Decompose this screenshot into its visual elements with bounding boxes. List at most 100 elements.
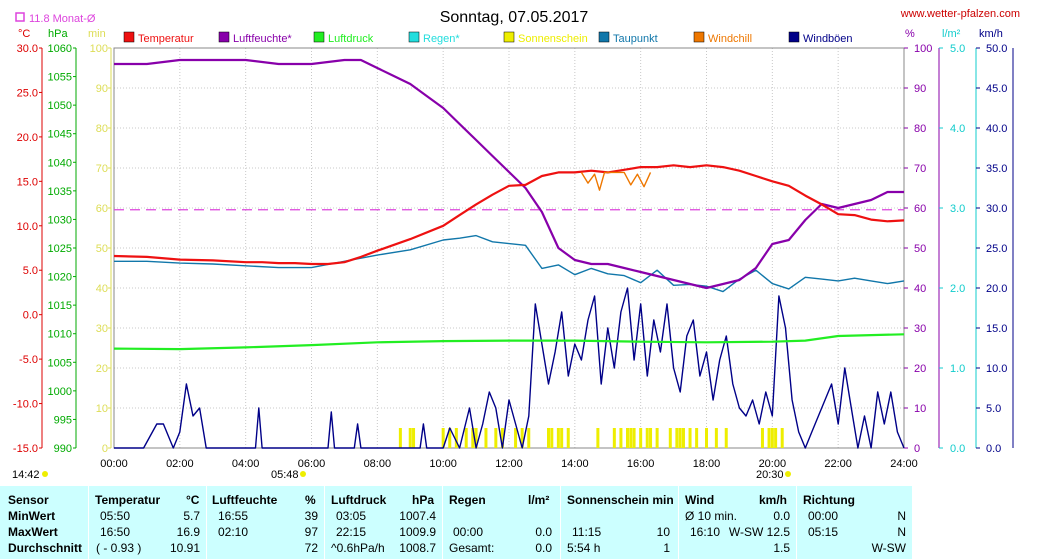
header-rain: Regen [449, 493, 486, 507]
sunshine-bar [448, 428, 452, 448]
sunshine-legend-swatch [503, 31, 515, 43]
x-tick-label: 22:00 [824, 458, 852, 470]
max-press-time: 22:15 [336, 525, 367, 539]
humidity-legend-swatch [218, 31, 230, 43]
max-hum-value: 97 [304, 525, 318, 539]
max-rain-time: 00:00 [453, 525, 484, 539]
pressure-axis-tick-label: 1055 [48, 72, 72, 84]
source-link[interactable]: www.wetter-pfalzen.com [900, 8, 1020, 20]
sunshine-bar [596, 428, 600, 448]
temp-axis-tick-label: 25.0 [17, 87, 38, 99]
sunshine-bar [639, 428, 643, 448]
temperature-legend-label: Temperatur [138, 33, 194, 45]
wind-axis-tick-label: 5.0 [986, 403, 1001, 415]
sun-axis-tick-label: 70 [96, 163, 108, 175]
sunshine-bar [705, 428, 708, 448]
sunshine-bar [767, 428, 771, 448]
header-humidity: Luftfeuchte [212, 493, 278, 507]
sun-axis-tick-label: 30 [96, 323, 108, 335]
sunshine-bar [550, 428, 554, 448]
humidity-axis-unit: % [905, 28, 915, 40]
avg-hum-value: 72 [304, 541, 318, 555]
sunshine-legend-label: Sonnenschein [518, 33, 588, 45]
humidity-axis-tick-label: 0 [914, 443, 920, 455]
column-separator [796, 486, 797, 559]
x-tick-label: 16:00 [627, 458, 655, 470]
x-tick-label: 08:00 [364, 458, 392, 470]
sunshine-bar [408, 428, 412, 448]
sunshine-bar [474, 428, 478, 448]
sun-axis-tick-label: 60 [96, 203, 108, 215]
daylength-start-label: 14:42 [12, 469, 40, 481]
wind-gusts-line [114, 287, 905, 449]
axes: 00:00 02:00 04:00 06:00 08:00 10:00 12:00 14:00… [13, 43, 1014, 470]
column-separator [678, 486, 679, 559]
sunshine-bar [678, 428, 682, 448]
sunshine-bar [668, 428, 672, 448]
sun-axis-tick-label: 90 [96, 83, 108, 95]
legend: Temperatur Luftfeuchte* Luftdruck Regen* Son… [123, 31, 853, 45]
header-temperature-unit: °C [186, 493, 200, 507]
sunshine-bar [527, 428, 531, 448]
max-press-value: 1009.9 [399, 525, 436, 539]
wind-axis-tick-label: 45.0 [986, 83, 1007, 95]
header-sunshine: Sonnenschein min [567, 493, 674, 507]
rain-legend-label: Regen* [423, 33, 460, 45]
sunset-icon [785, 471, 791, 477]
pressure-axis-tick-label: 1000 [48, 386, 72, 398]
humidity-line [114, 58, 904, 290]
sunrise-icon [300, 471, 306, 477]
sunshine-bar [626, 428, 629, 448]
temp-axis-tick-label: 5.0 [23, 265, 38, 277]
max-hum-time: 02:10 [218, 525, 249, 539]
dewpoint-legend-label: Taupunkt [613, 33, 658, 45]
pressure-line [113, 333, 905, 351]
sunshine-bar [560, 428, 564, 448]
wind-axis-tick-label: 25.0 [986, 243, 1007, 255]
pressure-axis-tick-label: 1030 [48, 214, 72, 226]
x-tick-label: 24:00 [890, 458, 918, 470]
sunshine-bar [464, 428, 468, 448]
header-direction: Richtung [803, 493, 855, 507]
wind-axis-tick-label: 30.0 [986, 203, 1007, 215]
sunshine-bar [645, 428, 649, 448]
sunshine-bar [412, 428, 416, 448]
avg-sun-value: 1 [663, 541, 670, 555]
temp-axis-unit: °C [18, 28, 30, 40]
pressure-axis-tick-label: 1045 [48, 129, 72, 141]
sunshine-bar [760, 428, 764, 448]
row-label-min: MinWert [8, 509, 56, 523]
avg-wind-value: 1.5 [773, 541, 790, 555]
sun-axis-tick-label: 20 [96, 363, 108, 375]
sunshine-bar [441, 428, 445, 448]
sunshine-bar [681, 428, 685, 448]
column-separator [324, 486, 325, 559]
sunshine-bar [494, 428, 498, 448]
sunset-label: 20:30 [756, 469, 784, 481]
x-tick-label: 10:00 [429, 458, 457, 470]
humidity-axis-tick-label: 30 [914, 323, 926, 335]
max-dir-time: 05:15 [808, 525, 839, 539]
avg-dir-value: W-SW [871, 541, 906, 555]
daylength-start-icon [42, 471, 48, 477]
pressure-axis-tick-label: 1005 [48, 357, 72, 369]
wind-axis-tick-label: 15.0 [986, 323, 1007, 335]
humidity-axis-tick-label: 40 [914, 283, 926, 295]
humidity-axis-tick-label: 10 [914, 403, 926, 415]
sunshine-bar [714, 428, 718, 448]
max-wind-value: W-SW 12.5 [728, 525, 790, 539]
pressure-axis-unit: hPa [48, 28, 68, 40]
x-tick-label: 06:00 [298, 458, 326, 470]
max-temp-time: 16:50 [100, 525, 131, 539]
sunshine-bar [632, 428, 636, 448]
wind-gusts-legend-label: Windböen [803, 33, 853, 45]
humidity-legend-label: Luftfeuchte* [233, 33, 292, 45]
temp-axis-tick-label: 0.0 [23, 310, 38, 322]
temp-axis-tick-label: 20.0 [17, 132, 38, 144]
min-press-time: 03:05 [336, 509, 367, 523]
column-separator [206, 486, 207, 559]
rain-axis-tick-label: 0.0 [950, 443, 965, 455]
temp-axis-tick-label: -15.0 [13, 443, 38, 455]
monthly-average-swatch [15, 12, 25, 22]
pressure-axis-tick-label: 1040 [48, 157, 72, 169]
